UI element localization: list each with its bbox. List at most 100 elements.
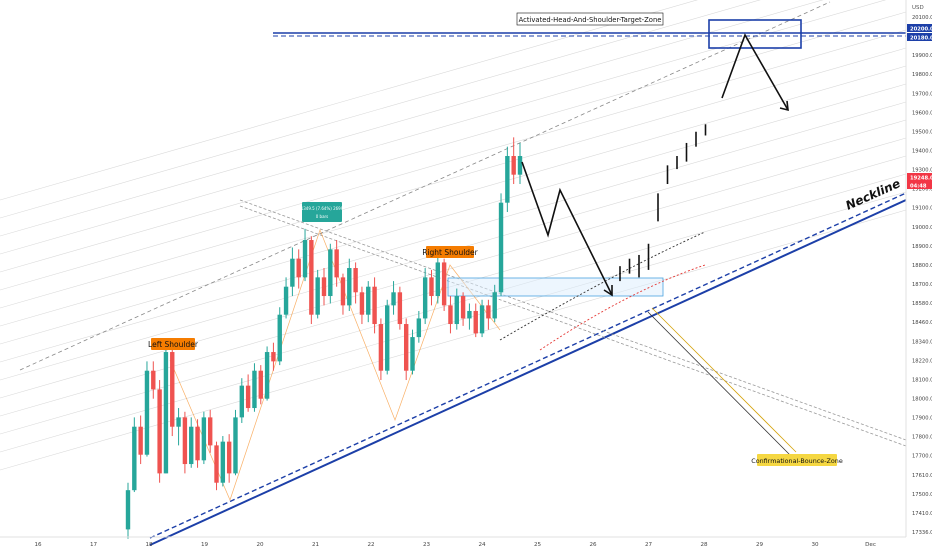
candle-body <box>233 417 238 474</box>
price-badge-text: 19248.0 <box>910 176 932 182</box>
candle-body <box>441 262 447 306</box>
target-zone-label: Activated-Head-And-Shoulder-Target-Zone <box>516 12 664 26</box>
candle-body <box>252 370 257 409</box>
projection-path-up <box>721 33 789 111</box>
fan-line <box>0 29 907 291</box>
candle-body <box>163 352 169 474</box>
candle-body <box>422 277 428 319</box>
price-tick-label: 18900.0 <box>912 244 932 250</box>
candle-body <box>486 305 491 319</box>
time-tick-label: 16 <box>34 542 42 548</box>
candle-body <box>296 258 301 278</box>
fan-line <box>0 83 907 345</box>
candle-body <box>467 310 472 319</box>
price-tick-label: 17336.0 <box>912 530 932 536</box>
time-tick-label: 20 <box>256 542 264 548</box>
candle-body <box>366 286 371 315</box>
candle-body <box>271 352 276 362</box>
price-tick-label: 18220.0 <box>912 358 932 364</box>
moving-averages <box>499 231 706 351</box>
price-tick-label: 18460.0 <box>912 320 932 326</box>
candle-body <box>397 292 403 325</box>
candle-body <box>517 156 523 175</box>
fan-line <box>0 137 907 399</box>
time-tick-label: 17 <box>90 542 98 548</box>
candle-body <box>309 240 314 315</box>
candle-body <box>448 305 453 325</box>
fan-line <box>0 0 699 201</box>
price-badge-text: 20180.0 <box>910 36 932 42</box>
candle-body <box>492 292 497 319</box>
candle-body <box>328 249 333 297</box>
fan-line <box>0 11 907 273</box>
candle-body <box>416 318 422 338</box>
price-tick-label: 19600.0 <box>912 110 932 116</box>
projection-path-down <box>521 161 613 296</box>
candle-body <box>195 426 200 461</box>
descending-line-2 <box>239 205 907 447</box>
candle-body <box>283 286 289 315</box>
fan-line <box>0 0 761 219</box>
head-measure-text-2: 0 bars <box>316 214 329 219</box>
price-badge-bg <box>907 24 932 32</box>
price-tick-label: 19400.0 <box>912 149 932 155</box>
candle-body <box>340 277 346 306</box>
price-tick-label: 19300.0 <box>912 168 932 174</box>
candle-body <box>473 310 478 334</box>
bounce-zone-label: Confirmational-Bounce-Zone <box>751 454 843 466</box>
candle-body <box>189 426 194 465</box>
price-badge-bg <box>907 173 932 181</box>
head-measure-bg <box>302 202 342 222</box>
candle-body <box>334 249 339 278</box>
candle-body <box>290 258 295 287</box>
projection <box>521 33 789 297</box>
candle-body <box>226 441 232 474</box>
right-shoulder-label-text: Right Shoulder <box>422 248 478 257</box>
price-tick-label: 18340.0 <box>912 339 932 345</box>
candle-body <box>391 292 396 306</box>
candle-body <box>201 417 207 461</box>
price-tick-label: 19200.0 <box>912 187 932 193</box>
arrow-head-1 <box>603 285 613 297</box>
candle-body <box>454 296 459 325</box>
candle-body <box>359 292 365 315</box>
fan-line <box>0 47 907 309</box>
time-tick-label: 29 <box>756 542 764 548</box>
price-badge-text: 04:48 <box>910 184 927 190</box>
candle-body <box>138 426 143 455</box>
candle-body <box>372 286 377 325</box>
price-tick-label: 19900.0 <box>912 53 932 59</box>
head-measure-label: 1349.5 (7.64%) 2699 0 bars <box>301 202 344 222</box>
candle-body <box>264 352 270 399</box>
candle-body <box>410 337 415 371</box>
bounce-box <box>447 277 664 297</box>
right-shoulder-label-bg <box>426 246 474 258</box>
neckline-dashed-line <box>149 192 907 539</box>
candle-body <box>385 305 390 371</box>
candle-body <box>170 352 175 427</box>
time-tick-label: 21 <box>312 542 320 548</box>
candle-body <box>302 240 308 278</box>
price-tick-label: 17610.0 <box>912 473 932 479</box>
fan-line <box>0 191 907 453</box>
fan-lines <box>0 0 907 471</box>
time-tick-label: 18 <box>145 542 153 548</box>
candle-body <box>214 445 219 483</box>
price-tick-label: 18000.0 <box>912 396 932 402</box>
ma-projection-2 <box>539 264 706 351</box>
target-zone-label-bg <box>516 12 664 26</box>
bounce-connector-1 <box>647 311 791 456</box>
price-tick-label: 19800.0 <box>912 72 932 78</box>
candle-body <box>435 262 441 297</box>
time-tick-label: Dec <box>865 542 876 548</box>
arrow-head-2 <box>779 100 789 112</box>
candle-body <box>498 202 504 293</box>
upper-channel-line <box>19 1 831 371</box>
price-tick-label: 18800.0 <box>912 263 932 269</box>
fan-line <box>0 101 907 363</box>
price-tick-label: 17410.0 <box>912 511 932 517</box>
bounce-zone-label-bg <box>757 454 837 466</box>
